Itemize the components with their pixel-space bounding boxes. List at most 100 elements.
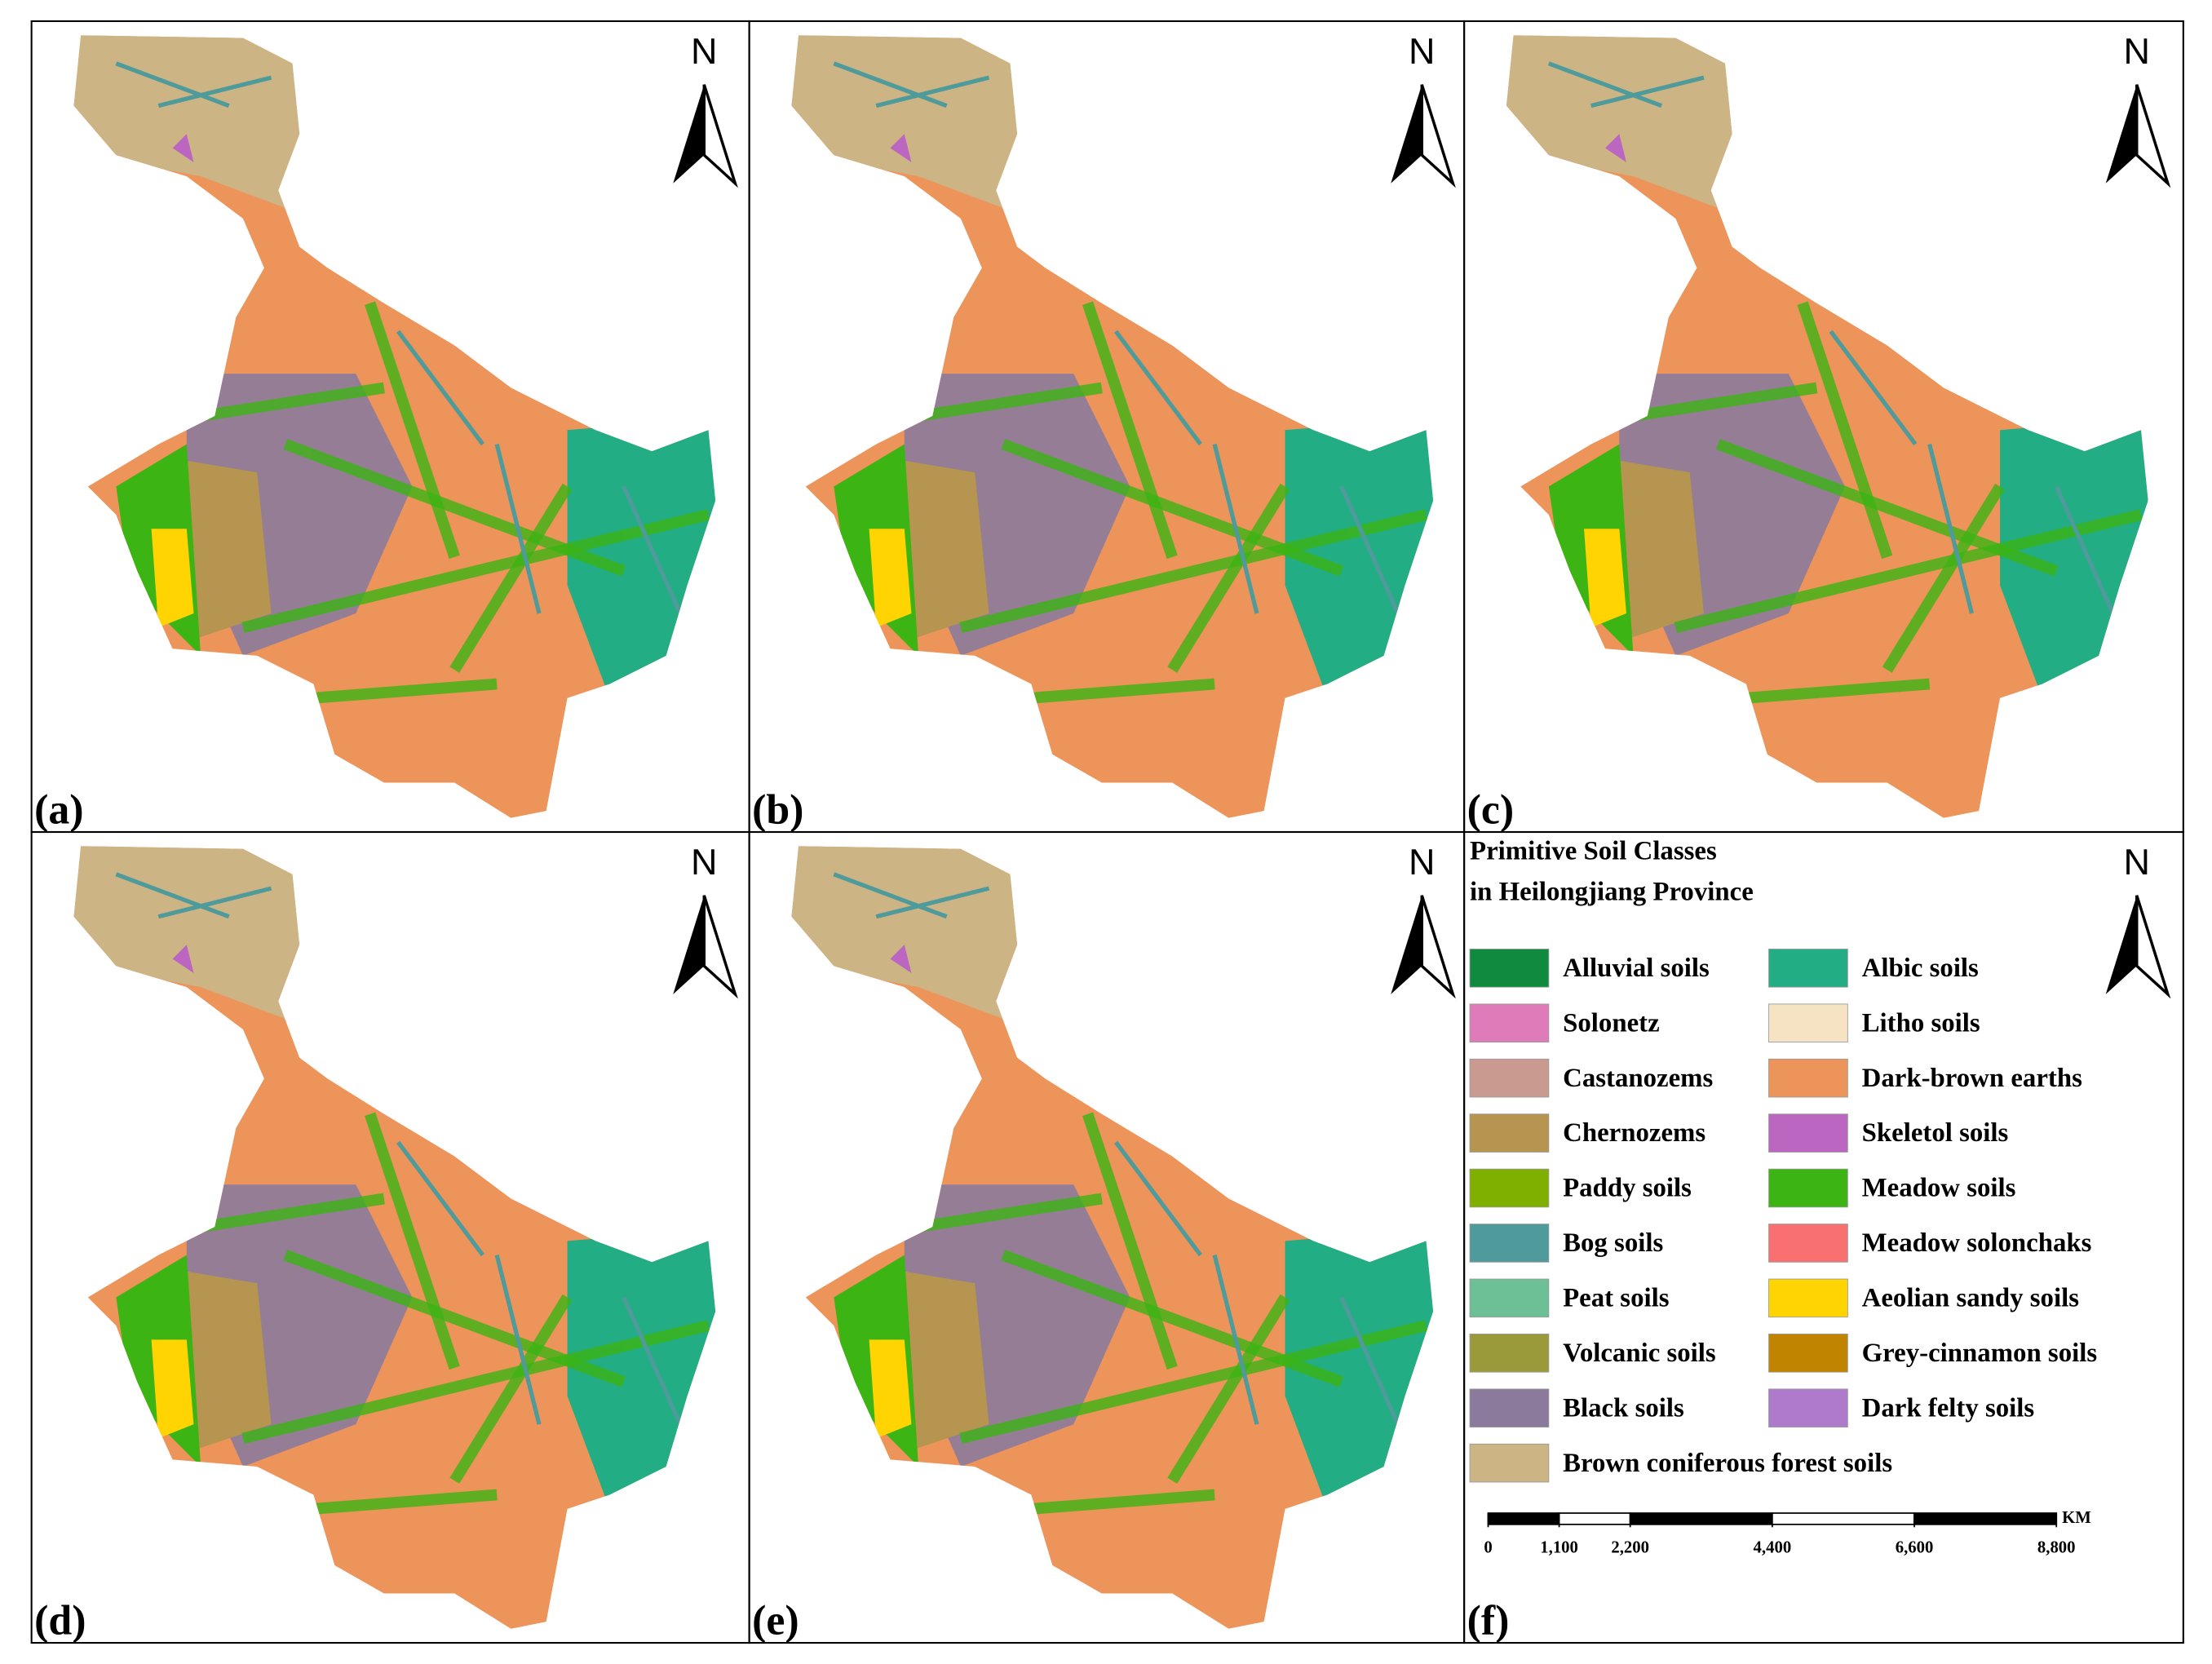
legend-swatch	[1768, 1388, 1848, 1427]
legend-label: Alluvial soils	[1563, 954, 1710, 983]
legend-swatch	[1768, 1003, 1848, 1043]
legend-swatch	[1469, 1113, 1550, 1153]
scale-segment	[1487, 1512, 1560, 1525]
map-stream	[1212, 1255, 1259, 1425]
map-region	[890, 458, 989, 642]
map-stream	[1632, 382, 1818, 422]
panel-label: (e)	[752, 1598, 799, 1644]
panel-label: (f)	[1467, 1598, 1510, 1644]
legend-label: Chernozems	[1563, 1118, 1705, 1148]
map-region	[890, 1268, 989, 1453]
panel-frame	[1463, 830, 2184, 1644]
north-arrow	[1420, 895, 1456, 999]
legend-swatch	[1768, 1168, 1848, 1208]
legend-label: Litho soils	[1862, 1008, 1980, 1038]
map-stream	[396, 1140, 484, 1257]
map-stream	[1882, 483, 2005, 673]
map-stream	[833, 61, 948, 108]
map-stream	[622, 1296, 683, 1426]
map-stream	[1167, 1294, 1290, 1484]
north-arrow	[673, 895, 705, 994]
north-arrow	[673, 84, 705, 184]
panel: N (c)	[1463, 20, 2184, 834]
north-arrow	[1420, 84, 1456, 188]
panel: N (e)	[748, 830, 1466, 1644]
map-stream	[1212, 443, 1259, 614]
map-stream	[1001, 439, 1344, 577]
map-stream	[157, 886, 272, 919]
panel-label: (c)	[1467, 787, 1515, 834]
north-arrow	[2135, 84, 2171, 188]
map-region	[869, 529, 912, 628]
map-stream	[494, 443, 542, 614]
map-stream	[833, 872, 948, 919]
map-stream	[1829, 330, 1918, 446]
legend-swatch	[1469, 1278, 1550, 1318]
panel: N (a)	[30, 20, 750, 834]
soil-map	[73, 35, 716, 818]
map-region	[73, 35, 314, 219]
legend-swatch	[1469, 1168, 1550, 1208]
map-stream	[875, 75, 990, 108]
map-stream	[1167, 483, 1290, 673]
map-stream	[115, 872, 230, 919]
legend-swatch	[1768, 1334, 1848, 1373]
map-region	[172, 945, 194, 973]
map-stream	[157, 75, 272, 108]
scale-segment	[1558, 1512, 1631, 1525]
map-stream	[1590, 75, 1705, 108]
legend-title: Primitive Soil Classes	[1470, 836, 1717, 865]
legend-label: Grey-cinnamon soils	[1862, 1339, 2097, 1368]
scale-label: 6,600	[1896, 1538, 1934, 1556]
map-stream	[1082, 301, 1178, 560]
map-region	[172, 1268, 272, 1453]
north-label: N	[2124, 30, 2150, 72]
north-arrow	[1391, 84, 1422, 184]
north-label: N	[691, 30, 717, 72]
map-stream	[396, 330, 484, 446]
scale-unit: KM	[2062, 1509, 2091, 1527]
north-label: N	[1409, 841, 1435, 883]
legend-swatch	[1469, 1224, 1550, 1263]
legend-label: Bog soils	[1563, 1228, 1663, 1258]
legend-swatch	[1768, 949, 1848, 988]
legend-label: Skeletol soils	[1862, 1118, 2009, 1148]
map-stream	[959, 509, 1428, 634]
map-stream	[241, 1320, 710, 1445]
legend-swatch	[1469, 1058, 1550, 1098]
panel: N (b)	[748, 20, 1466, 834]
soil-map	[73, 846, 716, 1629]
map-region	[151, 1339, 194, 1439]
map-stream	[200, 1193, 385, 1233]
legend-label: Aeolian sandy soils	[1862, 1283, 2079, 1312]
map-region	[73, 846, 314, 1030]
map-stream	[449, 1294, 573, 1484]
map-stream	[918, 1193, 1103, 1233]
map-region	[1506, 35, 1746, 219]
legend-label: Paddy soils	[1563, 1174, 1692, 1203]
legend-label: Volcanic soils	[1563, 1339, 1716, 1368]
legend-label: Meadow soils	[1862, 1174, 2016, 1203]
map-stream	[115, 61, 230, 108]
legend-swatch	[1469, 1334, 1550, 1373]
map-region	[1605, 134, 1626, 162]
scale-label: 0	[1484, 1538, 1492, 1556]
map-stream	[312, 678, 498, 704]
scale-label: 8,800	[2037, 1538, 2076, 1556]
legend-swatch	[1768, 1058, 1848, 1098]
legend-title: in Heilongjiang Province	[1470, 878, 1754, 907]
map-stream	[1927, 443, 1975, 614]
north-arrow	[2135, 895, 2171, 999]
legend-swatch	[1469, 949, 1550, 988]
map-stream	[312, 1489, 498, 1515]
map-stream	[364, 301, 460, 560]
map-stream	[875, 886, 990, 919]
map-stream	[1082, 1112, 1178, 1370]
legend-swatch	[1469, 1388, 1550, 1427]
map-stream	[918, 382, 1103, 422]
legend-label: Peat soils	[1563, 1283, 1669, 1312]
map-stream	[1001, 1250, 1344, 1387]
legend-swatch	[1469, 1443, 1550, 1483]
legend-label: Meadow solonchaks	[1862, 1228, 2092, 1258]
